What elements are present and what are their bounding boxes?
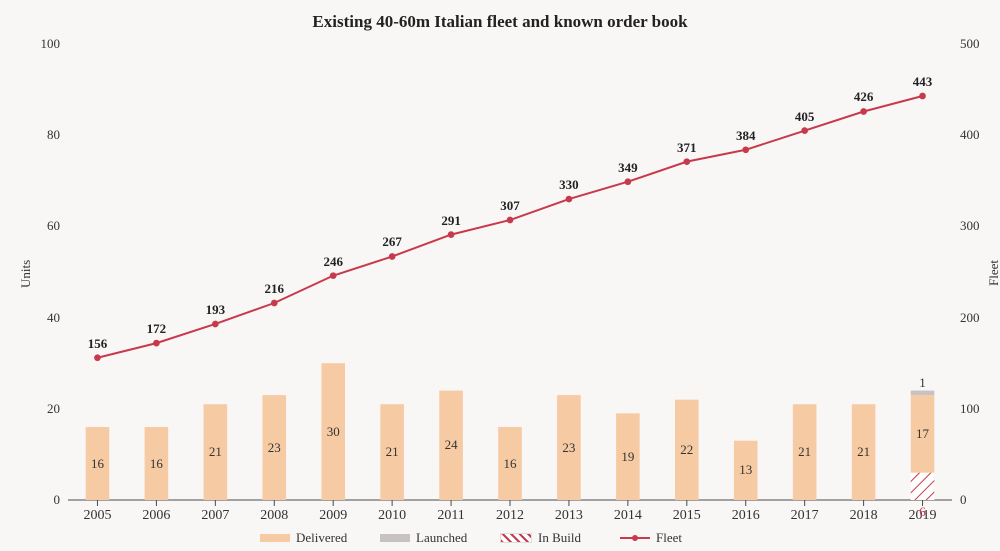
fleet-marker [153,340,160,347]
fleet-marker [389,253,396,260]
fleet-value-label: 384 [736,128,756,144]
fleet-line [97,96,922,358]
bar-label: 16 [504,456,517,472]
fleet-value-label: 193 [206,302,226,318]
legend-item-launched: Launched [380,530,467,546]
fleet-value-label: 307 [500,198,520,214]
fleet-marker [271,300,278,307]
y-left-tick: 100 [20,36,60,52]
legend-item-delivered: Delivered [260,530,347,546]
legend-swatch [380,534,410,542]
y-left-tick: 0 [20,492,60,508]
y-left-tick: 80 [20,127,60,143]
fleet-value-label: 216 [265,281,285,297]
legend-swatch [500,533,532,543]
fleet-chart: Existing 40-60m Italian fleet and known … [0,0,1000,551]
x-tick-label: 2007 [201,508,229,524]
legend-item-fleet: Fleet [620,530,682,546]
legend-label: Launched [416,530,467,546]
bar-label: 19 [621,449,634,465]
bar-label: 22 [680,442,693,458]
fleet-value-label: 349 [618,160,638,176]
fleet-value-label: 291 [441,213,461,229]
x-tick-label: 2017 [791,508,819,524]
fleet-value-label: 371 [677,140,697,156]
y-right-tick: 400 [960,127,1000,143]
fleet-value-label: 443 [913,74,933,90]
fleet-marker [507,217,514,224]
fleet-value-label: 405 [795,109,815,125]
bar-label: 13 [739,462,752,478]
legend-label: In Build [538,530,581,546]
x-tick-label: 2018 [850,508,878,524]
y-right-tick: 500 [960,36,1000,52]
bar-label: 21 [857,444,870,460]
fleet-value-label: 267 [382,234,402,250]
bar-label: 21 [798,444,811,460]
fleet-marker [801,127,808,134]
fleet-value-label: 426 [854,89,874,105]
bar-launched [911,391,935,396]
fleet-marker [860,108,867,115]
legend-label: Delivered [296,530,347,546]
y-left-label: Units [18,260,34,288]
fleet-marker [212,321,219,328]
fleet-marker [566,196,573,203]
fleet-marker [330,272,337,279]
x-tick-label: 2012 [496,508,524,524]
bar-label: 16 [91,456,104,472]
bar-label: 23 [562,440,575,456]
x-tick-label: 2008 [260,508,288,524]
x-tick-label: 2010 [378,508,406,524]
bar-label: 21 [209,444,222,460]
fleet-marker [94,354,101,361]
x-tick-label: 2015 [673,508,701,524]
y-right-tick: 0 [960,492,1000,508]
fleet-value-label: 330 [559,177,579,193]
legend-label: Fleet [656,530,682,546]
fleet-marker [448,231,455,238]
fleet-marker [919,93,926,100]
bar-label: 17 [916,426,929,442]
bar-label: 6 [919,504,926,520]
bar-label: 1 [919,375,926,391]
legend-swatch [620,537,650,539]
x-tick-label: 2006 [142,508,170,524]
x-tick-label: 2005 [83,508,111,524]
y-right-label: Fleet [986,260,1000,286]
x-tick-label: 2011 [437,508,464,524]
y-left-tick: 40 [20,310,60,326]
y-right-tick: 300 [960,218,1000,234]
fleet-marker [683,158,690,165]
x-tick-label: 2013 [555,508,583,524]
y-right-tick: 100 [960,401,1000,417]
bar-label: 30 [327,424,340,440]
x-tick-label: 2009 [319,508,347,524]
bar-label: 23 [268,440,281,456]
y-left-tick: 20 [20,401,60,417]
fleet-marker [625,178,632,185]
x-tick-label: 2016 [732,508,760,524]
fleet-marker [742,146,749,153]
fleet-value-label: 172 [147,321,167,337]
bar-label: 21 [386,444,399,460]
legend-swatch [260,534,290,542]
bar-in-build [911,473,935,500]
bar-label: 16 [150,456,163,472]
y-right-tick: 200 [960,310,1000,326]
fleet-value-label: 246 [323,254,343,270]
x-tick-label: 2014 [614,508,642,524]
y-left-tick: 60 [20,218,60,234]
bar-label: 24 [445,437,458,453]
fleet-value-label: 156 [88,336,108,352]
legend-item-in-build: In Build [500,530,581,546]
